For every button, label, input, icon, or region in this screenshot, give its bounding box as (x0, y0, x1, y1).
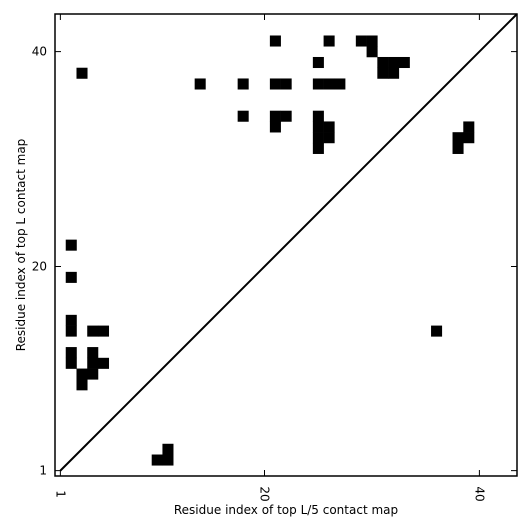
contact-cell (355, 35, 367, 47)
contact-cell (65, 271, 77, 283)
contact-cell (269, 121, 281, 133)
contact-cell (452, 142, 464, 154)
contact-cell (76, 379, 88, 391)
contact-cell (312, 121, 324, 133)
contact-cell (269, 78, 281, 90)
contact-cell (269, 110, 281, 122)
x-axis-label: Residue index of top L/5 contact map (174, 503, 398, 517)
x-tick-label: 40 (472, 486, 486, 501)
contact-cell (76, 368, 88, 380)
contact-cell (162, 454, 174, 466)
axis-ticks: 1 20 40 1 20 40 (32, 14, 517, 502)
contact-cell (97, 357, 110, 369)
contact-cell (388, 56, 400, 69)
y-tick-label: 40 (32, 45, 47, 59)
contact-cell (312, 78, 324, 90)
contact-cell (87, 347, 99, 359)
plot-frame (54, 13, 518, 477)
contact-cell (76, 67, 88, 79)
contact-cell (65, 239, 77, 251)
contact-cell (366, 46, 378, 58)
contact-cell (65, 347, 77, 359)
contact-cell (312, 56, 324, 69)
contact-cell (377, 67, 389, 79)
contact-cell (65, 325, 77, 337)
contact-cell (323, 35, 335, 47)
contact-cell (280, 78, 292, 90)
contact-cell (398, 56, 410, 69)
contact-cell (65, 314, 77, 326)
contact-cell (323, 121, 335, 133)
contact-cell (366, 35, 378, 47)
contact-cell (312, 142, 324, 154)
y-tick-label: 20 (32, 259, 47, 273)
y-axis-label: Residue index of top L contact map (14, 139, 28, 352)
contact-cell (323, 132, 335, 144)
contact-cell (237, 78, 249, 90)
contact-cell (162, 443, 174, 455)
contact-cell (87, 368, 99, 380)
contact-cell (334, 78, 346, 90)
contact-cell (97, 325, 110, 337)
contact-cell (388, 67, 400, 79)
contact-cell (194, 78, 206, 90)
contact-cell (87, 357, 99, 369)
contact-cell (431, 325, 443, 337)
x-tick-label: 20 (258, 486, 272, 501)
contact-cell (237, 110, 249, 122)
contact-cell (463, 132, 475, 144)
contact-cell (65, 357, 77, 369)
contact-cells (65, 35, 475, 466)
contact-cell (151, 454, 163, 466)
contact-cell (312, 132, 324, 144)
contact-cell (87, 325, 99, 337)
contact-cell (452, 132, 464, 144)
contact-cell (323, 78, 335, 90)
y-tick-label: 1 (39, 464, 47, 478)
contact-cell (463, 121, 475, 133)
contact-cell (312, 110, 324, 122)
contact-cell (377, 56, 389, 69)
contact-cell (269, 35, 281, 47)
diagonal-line (59, 13, 518, 472)
contact-cell (280, 110, 292, 122)
x-tick-label: 1 (53, 490, 67, 498)
